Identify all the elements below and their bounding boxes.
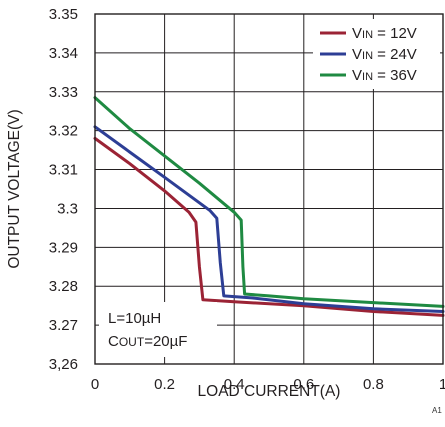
note-inductor: L=10µH — [108, 310, 161, 327]
legend-label-1: VIN = 12V — [352, 25, 417, 42]
series-line-1 — [93, 136, 445, 317]
x-tick-label: 0.8 — [363, 376, 384, 393]
note-capacitor-value: =20µF — [144, 333, 187, 350]
note-capacitor-symbol: C — [108, 333, 119, 350]
y-tick-label: 3.33 — [49, 84, 78, 101]
y-tick-label: 3.27 — [49, 317, 78, 334]
y-tick-label: 3,26 — [49, 356, 78, 373]
note-box — [99, 302, 217, 357]
legend-label-2: VIN = 24V — [352, 46, 417, 63]
inductor-capacitor-note: L=10µH COUT=20µF — [99, 302, 217, 357]
legend: VIN = 12V VIN = 24V VIN = 36V — [313, 19, 440, 89]
x-tick-label: 0.4 — [224, 376, 245, 393]
x-axis-title: LOAD CURRENT(A) — [198, 383, 341, 400]
x-tick-label: 0 — [91, 376, 99, 393]
series-line-3 — [93, 96, 445, 308]
plot-frame — [94, 13, 444, 365]
note-capacitor: COUT=20µF — [108, 333, 187, 350]
x-tick-labels: 0 0.2 0.4 0.6 0.8 1 — [91, 376, 445, 393]
legend-label-3: VIN = 36V — [352, 67, 417, 84]
y-tick-label: 3.28 — [49, 278, 78, 295]
y-tick-label: 3.29 — [49, 239, 78, 256]
series-line-2 — [93, 125, 445, 313]
x-tick-label: 0.2 — [154, 376, 175, 393]
figure-id: A1 — [432, 406, 442, 415]
y-tick-label: 3.31 — [49, 162, 78, 179]
y-tick-labels: 3,26 3.27 3.28 3.29 3.3 3.31 3.32 3.33 3.34 3.35 — [49, 6, 78, 373]
y-tick-label: 3.3 — [57, 200, 78, 217]
data-series — [93, 96, 445, 317]
note-capacitor-subscript: OUT — [119, 335, 145, 349]
y-axis-title: OUTPUT VOLTAGE(V) — [6, 109, 23, 268]
grid-lines — [95, 14, 443, 364]
y-tick-label: 3.32 — [49, 123, 78, 140]
y-tick-label: 3.34 — [49, 45, 78, 62]
x-tick-label: 1 — [439, 376, 445, 393]
x-tick-label: 0.6 — [293, 376, 314, 393]
y-tick-label: 3.35 — [49, 6, 78, 23]
